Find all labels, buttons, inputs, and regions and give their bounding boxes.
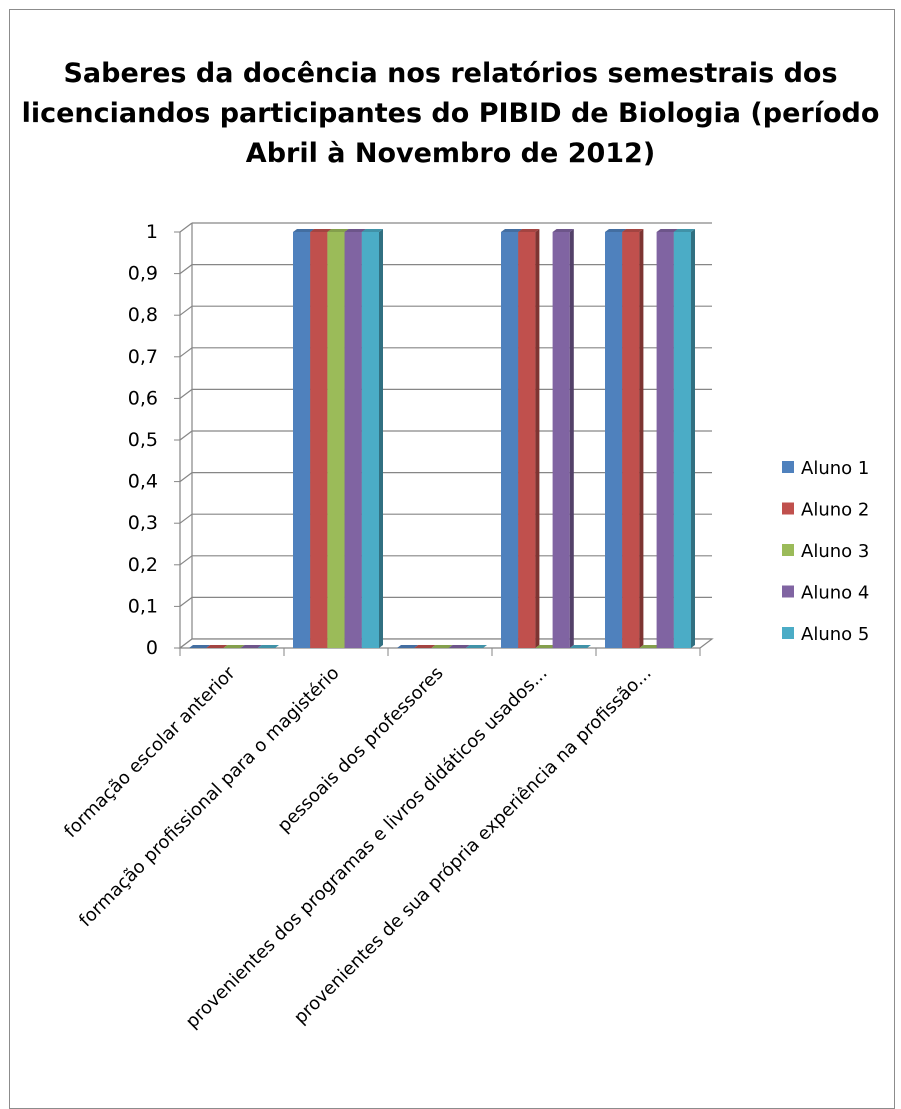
x-tick-label: pessoais dos professores	[274, 663, 448, 837]
bar	[639, 645, 661, 648]
bar	[569, 645, 591, 648]
x-tick-label: provenientes de sua própria experiência …	[290, 663, 656, 1029]
x-tick-label: formação escolar anterior	[60, 662, 240, 842]
y-axis-ticks: 0 0,1 0,2 0,3 0,4 0,5 0,6 0,7 0,8 0,9 1	[128, 221, 180, 659]
chart-title-line-3: Abril à Novembro de 2012)	[245, 138, 656, 169]
bar	[257, 645, 279, 648]
legend-label: Aluno 3	[801, 541, 869, 562]
bar	[622, 229, 644, 648]
legend-item: Aluno 1	[782, 458, 869, 479]
legend-label: Aluno 2	[801, 500, 869, 521]
legend-swatch	[782, 502, 794, 515]
y-tick-label: 0,8	[128, 304, 158, 326]
bar	[673, 229, 695, 648]
x-tick-label: provenientes dos programas e livros didá…	[182, 663, 552, 1033]
bar	[361, 229, 383, 648]
chart-title-line-2: licenciandos participantes do PIBID de B…	[21, 98, 880, 129]
legend-swatch	[782, 461, 794, 473]
legend-label: Aluno 4	[801, 583, 869, 604]
bar	[448, 645, 470, 648]
bar	[240, 645, 262, 648]
bar	[206, 645, 228, 648]
chart-title-line-1: Saberes da docência nos relatórios semes…	[63, 58, 838, 89]
bar	[189, 645, 211, 648]
legend-swatch	[782, 544, 794, 556]
bar	[223, 645, 245, 648]
legend-label: Aluno 5	[801, 624, 869, 645]
legend: Aluno 1 Aluno 2 Aluno 3 Aluno 4 Aluno 5	[782, 458, 869, 645]
y-tick-label: 0,7	[128, 346, 158, 368]
legend-item: Aluno 3	[782, 541, 869, 562]
legend-item: Aluno 2	[782, 500, 869, 521]
legend-label: Aluno 1	[801, 458, 869, 479]
y-tick-label: 1	[146, 221, 158, 243]
bar	[535, 645, 557, 648]
bar	[465, 645, 487, 648]
y-tick-label: 0,3	[128, 512, 158, 534]
legend-item: Aluno 4	[782, 583, 869, 604]
bar	[414, 645, 436, 648]
bar	[518, 229, 540, 648]
chart-area	[9, 9, 895, 1109]
bar	[397, 645, 419, 648]
chart-title: Saberes da docência nos relatórios semes…	[0, 54, 901, 174]
legend-swatch	[782, 585, 794, 598]
bar	[552, 229, 574, 648]
bar	[431, 645, 453, 648]
y-tick-label: 0,1	[128, 595, 158, 617]
legend-swatch	[782, 627, 794, 639]
y-tick-label: 0,2	[128, 554, 158, 576]
y-tick-label: 0,4	[128, 471, 158, 493]
bars	[189, 229, 695, 648]
legend-item: Aluno 5	[782, 624, 869, 645]
gridline	[179, 222, 712, 233]
y-tick-label: 0,5	[128, 429, 158, 451]
y-tick-label: 0,9	[128, 263, 158, 285]
y-tick-label: 0	[146, 637, 158, 659]
y-tick-label: 0,6	[128, 387, 158, 409]
